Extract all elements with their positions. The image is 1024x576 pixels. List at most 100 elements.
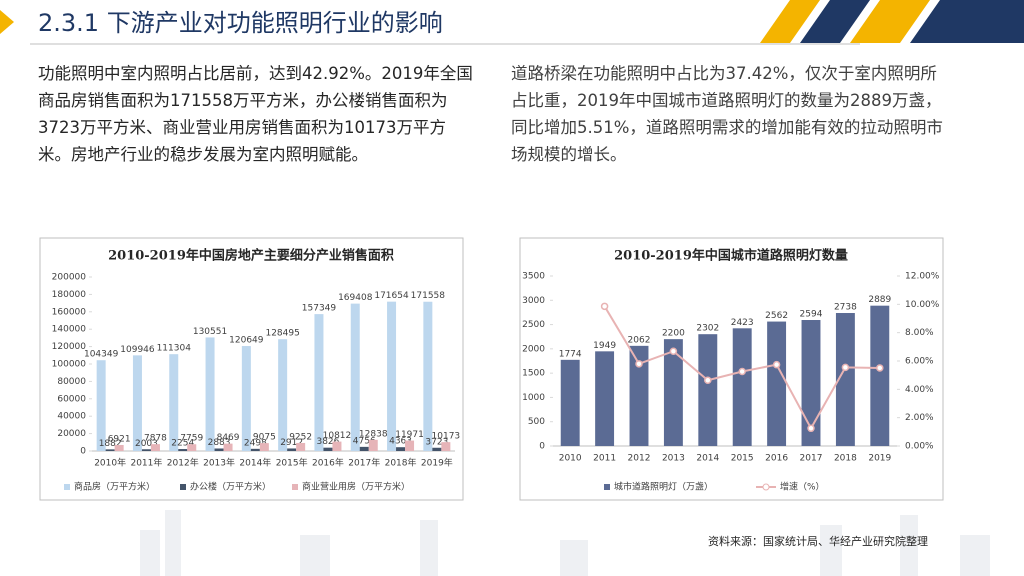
bar: [169, 354, 179, 451]
stripe: [800, 0, 870, 43]
line-marker: [807, 424, 815, 433]
y-tick-label: 3000: [522, 296, 545, 306]
y-tick-label: 80000: [57, 377, 86, 387]
bar: [663, 339, 683, 446]
x-tick-label: 2015年: [276, 457, 308, 469]
line-marker: [704, 376, 712, 385]
x-tick-label: 2018: [834, 454, 857, 464]
bar: [278, 339, 288, 451]
bar: [387, 301, 397, 451]
bar: [560, 359, 580, 446]
y2-tick-label: 0.00%: [905, 442, 934, 452]
legend-swatch: [292, 484, 298, 490]
data-label: 109946: [120, 345, 155, 355]
data-label: 1882: [99, 439, 122, 449]
data-label: 7759: [180, 434, 203, 444]
y-tick-label: 2000: [522, 344, 545, 354]
legend-label: 城市道路照明灯（万盏）: [614, 481, 713, 493]
y2-tick-label: 6.00%: [905, 357, 934, 367]
x-tick-label: 2014: [696, 454, 719, 464]
bar: [287, 448, 297, 451]
y-tick-label: 200000: [52, 273, 87, 283]
y-tick-label: 0: [80, 447, 86, 457]
legend-label: 商品房（万平方米）: [74, 481, 155, 493]
data-label: 4756: [353, 436, 376, 446]
bar: [214, 448, 224, 451]
bar: [187, 444, 197, 451]
bar: [767, 321, 787, 446]
line-marker: [772, 360, 781, 369]
data-label: 10173: [432, 432, 461, 442]
data-label: 8469: [217, 433, 240, 443]
bar: [105, 449, 115, 451]
bar: [250, 448, 260, 451]
y-tick-label: 500: [528, 417, 545, 427]
paragraph: 道路桥梁在功能照明中占比为37.42%，仅次于室内照明所占比重，2019年中国城…: [511, 64, 943, 164]
y2-tick-label: 8.00%: [905, 328, 934, 338]
bar: [870, 305, 890, 446]
data-label: 169408: [338, 293, 373, 303]
x-tick-label: 2014年: [239, 457, 271, 469]
data-label: 2423: [731, 318, 754, 328]
bar: [595, 351, 615, 446]
bar: [114, 444, 124, 451]
y-tick-label: 60000: [57, 394, 86, 404]
data-label: 10812: [323, 431, 352, 441]
bar: [368, 439, 378, 451]
legend-swatch: [762, 483, 770, 491]
legend-swatch: [180, 484, 186, 490]
data-label: 9075: [253, 433, 276, 443]
bar: [359, 446, 369, 451]
stripe: [910, 0, 1024, 43]
data-label: 104349: [84, 350, 119, 360]
slide-title: 2.3.1 下游产业对功能照明行业的影响: [38, 9, 443, 37]
y-tick-label: 2500: [522, 320, 545, 330]
data-label: 6921: [108, 434, 131, 444]
legend-swatch: [64, 484, 70, 490]
data-label: 171654: [374, 291, 409, 301]
x-tick-label: 2010年: [94, 457, 126, 469]
line-marker: [841, 363, 850, 372]
data-label: 128495: [265, 329, 299, 339]
y-tick-label: 100000: [52, 360, 87, 370]
source-note: 资料来源：国家统计局、华经产业研究院整理: [708, 534, 928, 548]
stripe: [850, 0, 930, 43]
data-label: 2200: [662, 329, 685, 339]
x-tick-label: 2015: [731, 454, 754, 464]
bar: [141, 449, 151, 451]
bar: [732, 328, 752, 446]
line-marker: [600, 302, 609, 311]
x-tick-label: 2013: [662, 454, 685, 464]
x-tick-label: 2018年: [385, 457, 417, 469]
x-tick-label: 2019年: [421, 457, 453, 469]
data-label: 171558: [411, 291, 446, 301]
data-label: 2883: [208, 438, 231, 448]
data-label: 3723: [425, 437, 448, 447]
bar: [314, 314, 324, 451]
bar: [296, 442, 306, 451]
x-tick-label: 2016: [765, 454, 788, 464]
chart-title: 2010-2019年中国城市道路照明灯数量: [614, 248, 848, 264]
y2-tick-label: 12.00%: [905, 272, 940, 282]
bar: [423, 301, 433, 451]
bar: [396, 447, 406, 451]
bar: [698, 334, 718, 446]
data-label: 111304: [157, 344, 192, 354]
line-marker: [669, 347, 678, 355]
x-tick-label: 2012年: [167, 457, 199, 469]
chart-title: 2010-2019年中国房地产主要细分产业销售面积: [108, 248, 394, 264]
data-label: 7878: [144, 434, 167, 444]
bar: [432, 447, 442, 451]
skyline: [140, 510, 990, 576]
paragraph: 功能照明中室内照明占比居前，达到42.92%。2019年全国商品房销售面积为17…: [38, 64, 473, 164]
y2-tick-label: 10.00%: [905, 300, 940, 310]
data-label: 1774: [559, 349, 582, 359]
x-tick-label: 2010: [559, 454, 582, 464]
y-tick-label: 160000: [52, 307, 87, 317]
y-tick-label: 3500: [522, 272, 545, 282]
data-label: 11971: [395, 430, 424, 440]
x-tick-label: 2013年: [203, 457, 235, 469]
bar: [223, 443, 233, 451]
y-tick-label: 140000: [52, 325, 87, 335]
